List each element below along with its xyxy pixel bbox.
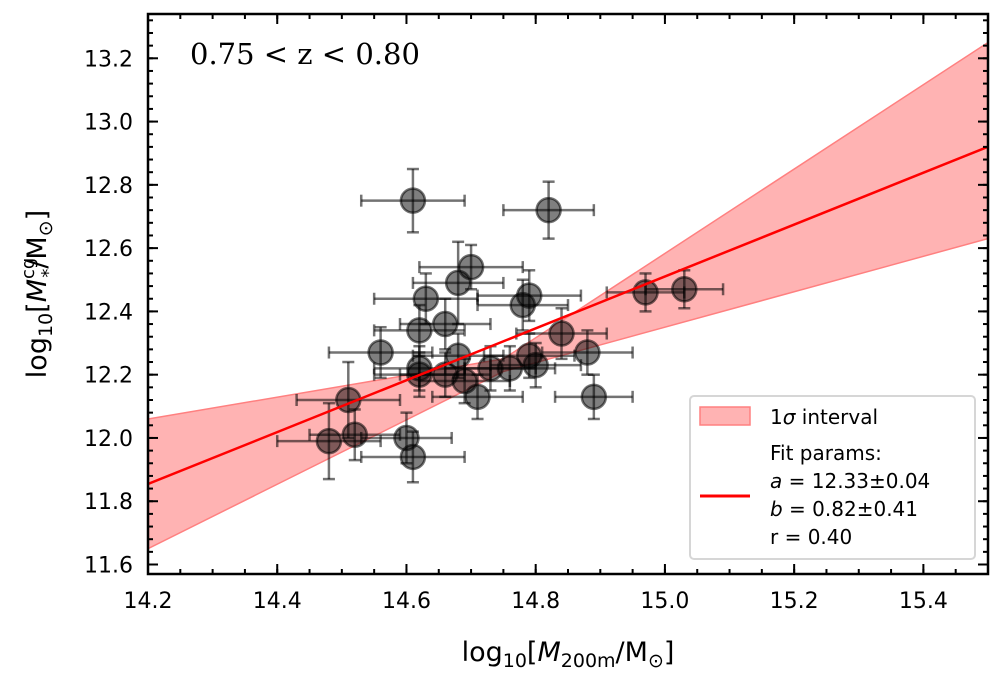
y-tick-label: 13.0 bbox=[84, 111, 133, 136]
data-points-group bbox=[315, 187, 698, 471]
legend-band-swatch bbox=[699, 406, 751, 426]
data-point-9 bbox=[431, 310, 459, 338]
y-tick-label: 13.2 bbox=[84, 47, 133, 72]
data-point-18 bbox=[496, 355, 524, 382]
data-point-8 bbox=[671, 276, 698, 303]
legend-correlation: r = 0.40 bbox=[770, 525, 852, 549]
y-tick-label: 11.6 bbox=[84, 554, 133, 579]
fit-line bbox=[148, 145, 988, 486]
data-point-22 bbox=[522, 351, 549, 379]
data-point-10 bbox=[406, 317, 433, 344]
y-axis-label: log10[Mcg*/M⊙] bbox=[18, 210, 59, 378]
data-point-26 bbox=[341, 421, 369, 449]
legend-interval-label: 1σ interval bbox=[770, 405, 878, 429]
data-point-1 bbox=[535, 196, 562, 224]
plot-frame bbox=[146, 12, 990, 576]
y-tick-label: 11.8 bbox=[84, 490, 133, 515]
data-point-29 bbox=[399, 443, 427, 471]
x-tick-label: 15.4 bbox=[899, 589, 948, 614]
data-point-11 bbox=[548, 320, 575, 347]
data-point-27 bbox=[315, 427, 343, 455]
data-point-23 bbox=[464, 383, 491, 411]
y-tick-label: 12.4 bbox=[84, 300, 133, 325]
data-point-12 bbox=[367, 339, 394, 366]
legend-box bbox=[689, 395, 976, 560]
legend: 1σ interval Fit params: a = 12.33±0.04 b… bbox=[689, 395, 976, 560]
plot-area bbox=[148, 41, 988, 550]
data-point-6 bbox=[515, 282, 543, 309]
redshift-annotation: 0.75 < z < 0.80 bbox=[190, 37, 420, 71]
y-tick-label: 12.6 bbox=[84, 237, 133, 262]
legend-param-a: a = 12.33±0.04 bbox=[770, 469, 930, 493]
y-tick-label: 12.8 bbox=[84, 174, 133, 199]
x-tick-label: 14.4 bbox=[253, 589, 302, 614]
x-tick-label: 14.8 bbox=[511, 589, 560, 614]
data-point-0 bbox=[399, 187, 427, 214]
data-point-13 bbox=[574, 339, 601, 366]
y-tick-label: 12.2 bbox=[84, 364, 133, 389]
axis-ticks: 14.2 14.4 14.6 14.8 15.0 15.2 15.4 11.6 11.8 12.0… bbox=[84, 14, 989, 614]
x-tick-label: 14.2 bbox=[124, 589, 173, 614]
data-point-3 bbox=[457, 253, 485, 281]
legend-fit-title: Fit params: bbox=[770, 441, 882, 465]
y-tick-label: 12.0 bbox=[84, 427, 133, 452]
x-tick-label: 15.2 bbox=[770, 589, 819, 614]
x-tick-label: 15.0 bbox=[640, 589, 689, 614]
x-tick-label: 14.6 bbox=[382, 589, 431, 614]
x-axis-label: log10[M200m/M⊙] bbox=[462, 637, 675, 672]
legend-param-b: b = 0.82±0.41 bbox=[770, 497, 918, 521]
data-point-4 bbox=[412, 285, 440, 312]
data-point-24 bbox=[580, 383, 608, 411]
